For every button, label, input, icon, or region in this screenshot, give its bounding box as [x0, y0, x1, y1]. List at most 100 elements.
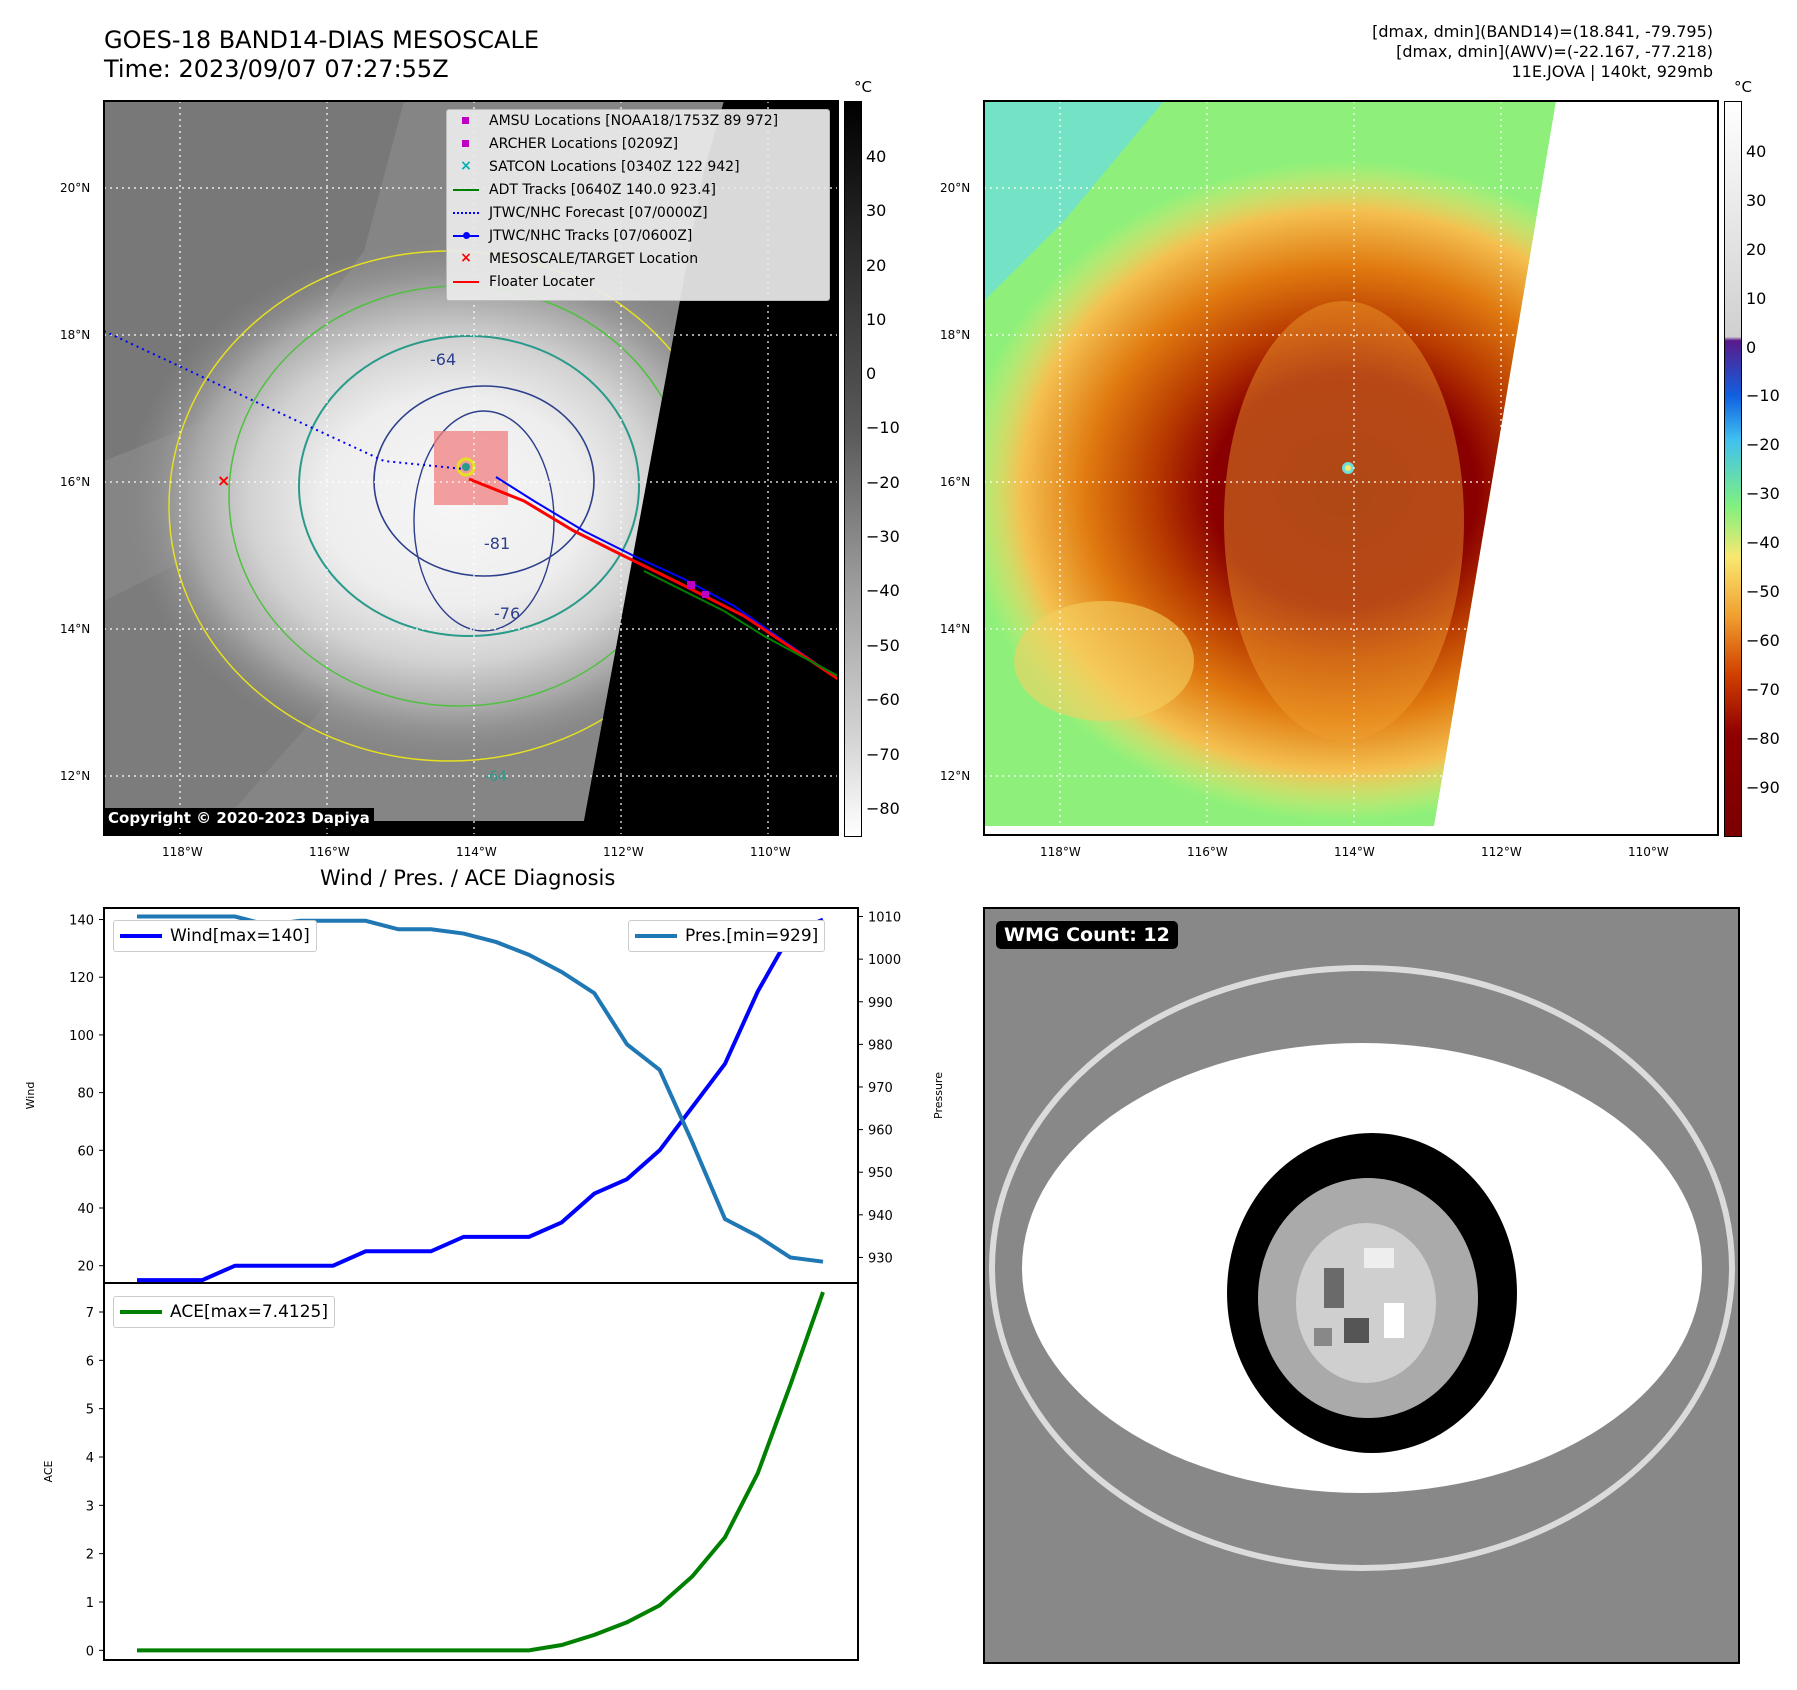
- colorbar-left-tick: −80: [866, 799, 900, 818]
- copyright-label: Copyright © 2020-2023 Dapiya: [104, 808, 374, 828]
- ace-tick-label: 1: [86, 1596, 94, 1611]
- line-icon: [635, 934, 677, 938]
- colorbar-left-tick: −60: [866, 690, 900, 709]
- lon-label-left: 118°W: [162, 845, 203, 859]
- lon-label-left: 110°W: [750, 845, 791, 859]
- colorbar-left-tick: −20: [866, 473, 900, 492]
- wmg-count-badge: WMG Count: 12: [996, 921, 1178, 949]
- legend-item-forecast: JTWC/NHC Forecast [07/0000Z]: [451, 204, 708, 222]
- stats-line-2: [dmax, dmin](AWV)=(-22.167, -77.218): [1396, 42, 1713, 61]
- map-legend: AMSU Locations [NOAA18/1753Z 89 972] ARC…: [446, 109, 830, 301]
- figure-title: GOES-18 BAND14-DIAS MESOSCALE Time: 2023…: [104, 26, 539, 84]
- wind-tick-label: 140: [69, 914, 94, 929]
- pressure-legend-label: Pres.[min=929]: [685, 926, 819, 946]
- wind-pressure-frame: [103, 907, 859, 1284]
- x-icon: ×: [460, 250, 472, 266]
- wind-legend: Wind[max=140]: [113, 920, 317, 952]
- legend-item-satcon: × SATCON Locations [0340Z 122 942]: [451, 158, 739, 176]
- pressure-tick-label: 980: [868, 1038, 893, 1053]
- wind-tick-label: 100: [69, 1029, 94, 1044]
- lat-label-left: 18°N: [60, 328, 91, 342]
- awv-gridlines: [984, 101, 1718, 835]
- pressure-tick-label: 950: [868, 1166, 893, 1181]
- map-gridlines: [104, 101, 838, 835]
- colorbar-right-tick: 20: [1746, 240, 1767, 259]
- lat-label-right: 16°N: [940, 475, 971, 489]
- legend-item-tracks: JTWC/NHC Tracks [07/0600Z]: [451, 227, 692, 245]
- wind-tick-label: 120: [69, 971, 94, 986]
- wind-tick-label: 60: [77, 1144, 94, 1159]
- contour-label-2: -81: [484, 534, 510, 553]
- wind-axis-label: Wind: [24, 1082, 37, 1110]
- lon-label-right: 110°W: [1628, 845, 1669, 859]
- title-line-1: GOES-18 BAND14-DIAS MESOSCALE: [104, 26, 540, 54]
- line-icon: [120, 934, 162, 938]
- colorbar-right-tick: −60: [1746, 631, 1780, 650]
- lat-label-right: 18°N: [940, 328, 971, 342]
- pressure-tick-label: 960: [868, 1124, 893, 1139]
- stats-line-3: 11E.JOVA | 140kt, 929mb: [1511, 62, 1713, 81]
- line-icon: [120, 1310, 162, 1314]
- lat-label-right: 12°N: [940, 769, 971, 783]
- pressure-tick-label: 990: [868, 996, 893, 1011]
- amsu-marker: [687, 581, 695, 589]
- colorbar-left-tick: −40: [866, 581, 900, 600]
- colorbar-left-tick: 0: [866, 364, 877, 383]
- colorbar-right-unit: °C: [1734, 78, 1752, 96]
- lon-label-left: 116°W: [309, 845, 350, 859]
- colorbar-left-tick: −30: [866, 527, 900, 546]
- ace-frame: [103, 1282, 859, 1661]
- colorbar-left: [844, 101, 862, 837]
- pressure-legend: Pres.[min=929]: [628, 920, 826, 952]
- floater-locater-line: [468, 477, 839, 681]
- pressure-tick-label: 1010: [868, 911, 901, 926]
- square-icon: [451, 112, 481, 130]
- line-icon: [451, 273, 481, 291]
- contour-label-1: -64: [430, 350, 456, 369]
- x-icon: ×: [460, 158, 472, 174]
- lon-label-right: 114°W: [1334, 845, 1375, 859]
- awv-map-panel: [983, 100, 1719, 836]
- stats-line-1: [dmax, dmin](BAND14)=(18.841, -79.795): [1372, 22, 1713, 41]
- lat-label-left: 12°N: [60, 769, 91, 783]
- legend-item-amsu: AMSU Locations [NOAA18/1753Z 89 972]: [451, 112, 778, 130]
- ace-legend-label: ACE[max=7.4125]: [170, 1302, 328, 1322]
- colorbar-right-tick: −30: [1746, 484, 1780, 503]
- colorbar-left-tick: −10: [866, 418, 900, 437]
- legend-item-floater: Floater Locater: [451, 273, 595, 291]
- legend-item-target: × MESOSCALE/TARGET Location: [451, 250, 698, 268]
- lat-label-right: 14°N: [940, 622, 971, 636]
- colorbar-right-tick: −10: [1746, 386, 1780, 405]
- wind-tick-label: 80: [77, 1087, 94, 1102]
- colorbar-left-tick: 40: [866, 147, 887, 166]
- colorbar-left-tick: −50: [866, 636, 900, 655]
- colorbar-left-tick: 20: [866, 256, 887, 275]
- ace-tick-label: 2: [86, 1548, 94, 1563]
- pressure-tick-label: 970: [868, 1081, 893, 1096]
- colorbar-right-tick: −80: [1746, 729, 1780, 748]
- contour-label-3: -76: [494, 604, 520, 623]
- lon-label-left: 112°W: [603, 845, 644, 859]
- colorbar-right-tick: −20: [1746, 435, 1780, 454]
- colorbar-right-tick: −90: [1746, 778, 1780, 797]
- diagnosis-title: Wind / Pres. / ACE Diagnosis: [320, 866, 616, 890]
- colorbar-right-tick: −70: [1746, 680, 1780, 699]
- ace-legend: ACE[max=7.4125]: [113, 1296, 335, 1328]
- stats-block: [dmax, dmin](BAND14)=(18.841, -79.795) […: [1372, 22, 1713, 82]
- wind-tick-label: 40: [77, 1202, 94, 1217]
- pressure-axis-label: Pressure: [932, 1072, 945, 1119]
- ace-tick-label: 6: [86, 1354, 94, 1369]
- archer-marker: [702, 591, 709, 598]
- lon-label-right: 118°W: [1040, 845, 1081, 859]
- line-dot-icon: [451, 227, 481, 245]
- ace-tick-label: 4: [86, 1451, 94, 1466]
- ace-axis-label: ACE: [42, 1460, 55, 1482]
- ace-tick-label: 3: [86, 1499, 94, 1514]
- adt-track-line: [643, 570, 839, 677]
- pressure-tick-label: 940: [868, 1209, 893, 1224]
- colorbar-right-tick: 10: [1746, 289, 1767, 308]
- square-icon: [451, 135, 481, 153]
- ace-tick-label: 0: [86, 1644, 94, 1659]
- ace-tick-label: 5: [86, 1403, 94, 1418]
